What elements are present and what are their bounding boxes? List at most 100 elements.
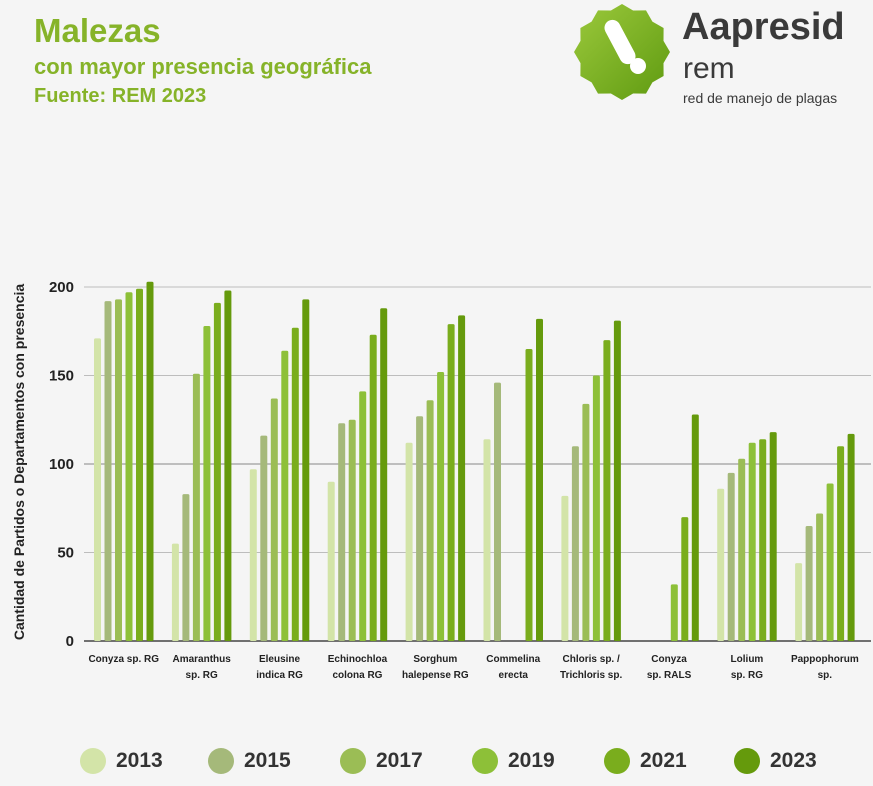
y-tick-label: 150 [49, 368, 74, 385]
chart-bars [94, 281, 855, 641]
bar-2019 [125, 292, 133, 641]
x-tick-label: Trichloris sp. [560, 670, 622, 681]
bar-2013 [327, 481, 335, 641]
bar-2013 [561, 495, 569, 641]
bar-2015 [805, 525, 813, 641]
x-tick-label: sp. RG [186, 670, 218, 681]
legend-label: 2017 [376, 749, 423, 772]
bar-2013 [249, 469, 257, 641]
bar-2023 [847, 433, 855, 641]
bar-2021 [837, 446, 845, 641]
x-tick-label: sp. [818, 670, 833, 681]
bar-2023 [146, 281, 154, 641]
legend-item-2019: 2019 [472, 748, 555, 774]
bar-2017 [816, 513, 824, 641]
x-tick-label: Sorghum [413, 654, 457, 665]
bar-2021 [603, 340, 611, 641]
y-tick-label: 0 [66, 633, 74, 650]
bar-2019 [437, 371, 445, 641]
bar-2015 [494, 382, 501, 641]
bar-2021 [447, 324, 455, 641]
bar-2023 [769, 432, 777, 641]
legend-label: 2019 [508, 749, 555, 772]
bar-2021 [369, 334, 377, 641]
bar-2019 [592, 375, 600, 641]
x-tick-label: Conyza sp. RG [88, 654, 159, 665]
bar-2015 [182, 494, 190, 641]
bar-2019 [359, 391, 367, 641]
bar-2021 [136, 288, 143, 641]
bar-2013 [171, 543, 179, 641]
aapresid-badge-icon [574, 4, 670, 100]
x-tick-label: sp. RG [731, 670, 763, 681]
bar-2021 [525, 348, 533, 641]
bar-2017 [115, 299, 122, 641]
bar-2023 [458, 315, 466, 641]
y-tick-label: 200 [49, 279, 74, 296]
bar-2023 [613, 320, 621, 641]
x-tick-label: Amaranthus [172, 654, 231, 665]
bar-2015 [416, 416, 424, 641]
bar-2019 [203, 325, 211, 641]
logo-sub: rem [683, 52, 735, 85]
x-tick-label: Eleusine [259, 654, 301, 665]
bar-2019 [670, 584, 678, 641]
bar-2017 [192, 373, 200, 641]
legend-swatch [340, 748, 366, 774]
bar-2013 [483, 439, 491, 641]
x-axis-ticks: Conyza sp. RG Amaranthus sp. RG Eleusine ind… [88, 654, 858, 681]
bar-2021 [681, 517, 689, 641]
legend-label: 2023 [770, 749, 817, 772]
bar-2019 [748, 442, 756, 641]
legend-label: 2013 [116, 749, 163, 772]
logo-tagline: red de manejo de plagas [683, 90, 838, 106]
x-tick-label: Lolium [731, 654, 764, 665]
chart-source: Fuente: REM 2023 [34, 85, 207, 107]
legend-swatch [604, 748, 630, 774]
bar-2017 [582, 403, 590, 641]
legend-swatch [208, 748, 234, 774]
x-tick-label: halepense RG [402, 670, 469, 681]
x-tick-label: colona RG [332, 670, 382, 681]
bar-2019 [826, 483, 834, 641]
legend-swatch [734, 748, 760, 774]
bar-2013 [717, 488, 725, 641]
chart-title: Malezas [34, 12, 161, 49]
logo-brand: Aapresid [682, 6, 845, 48]
legend-label: 2021 [640, 749, 687, 772]
bar-2021 [291, 327, 299, 641]
legend-item-2013: 2013 [80, 748, 163, 774]
bar-2023 [224, 290, 232, 641]
y-tick-label: 100 [49, 456, 74, 473]
aapresid-rem-logo: Aapresid rem red de manejo de plagas [570, 0, 870, 110]
bar-2015 [104, 301, 112, 641]
x-tick-label: Chloris sp. / [563, 654, 620, 665]
legend-item-2021: 2021 [604, 748, 687, 774]
legend-item-2017: 2017 [340, 748, 423, 774]
bar-2023 [536, 318, 543, 641]
bar-2013 [795, 563, 803, 641]
legend-item-2023: 2023 [734, 748, 817, 774]
legend-item-2015: 2015 [208, 748, 291, 774]
x-tick-label: Pappophorum [791, 654, 859, 665]
bar-2015 [571, 446, 579, 641]
bar-2021 [759, 439, 767, 641]
legend-swatch [80, 748, 106, 774]
bar-2017 [348, 419, 356, 641]
x-tick-label: erecta [499, 670, 529, 681]
y-axis-label: Cantidad de Partidos o Departamentos con… [11, 284, 27, 641]
bar-2023 [380, 308, 388, 641]
x-tick-label: sp. RALS [647, 670, 692, 681]
x-tick-label: indica RG [256, 670, 303, 681]
bar-2015 [338, 423, 346, 641]
legend-swatch [472, 748, 498, 774]
bar-2019 [281, 350, 289, 641]
bar-2017 [426, 400, 434, 641]
bar-2013 [405, 442, 413, 641]
x-tick-label: Echinochloa [328, 654, 388, 665]
bar-2017 [738, 458, 746, 641]
bar-2023 [302, 299, 310, 641]
x-tick-label: Conyza [651, 654, 687, 665]
bar-chart: 0 50 100 150 200 Conyza sp. RG Amaranthus sp. … [11, 279, 871, 681]
y-tick-label: 50 [57, 545, 74, 562]
